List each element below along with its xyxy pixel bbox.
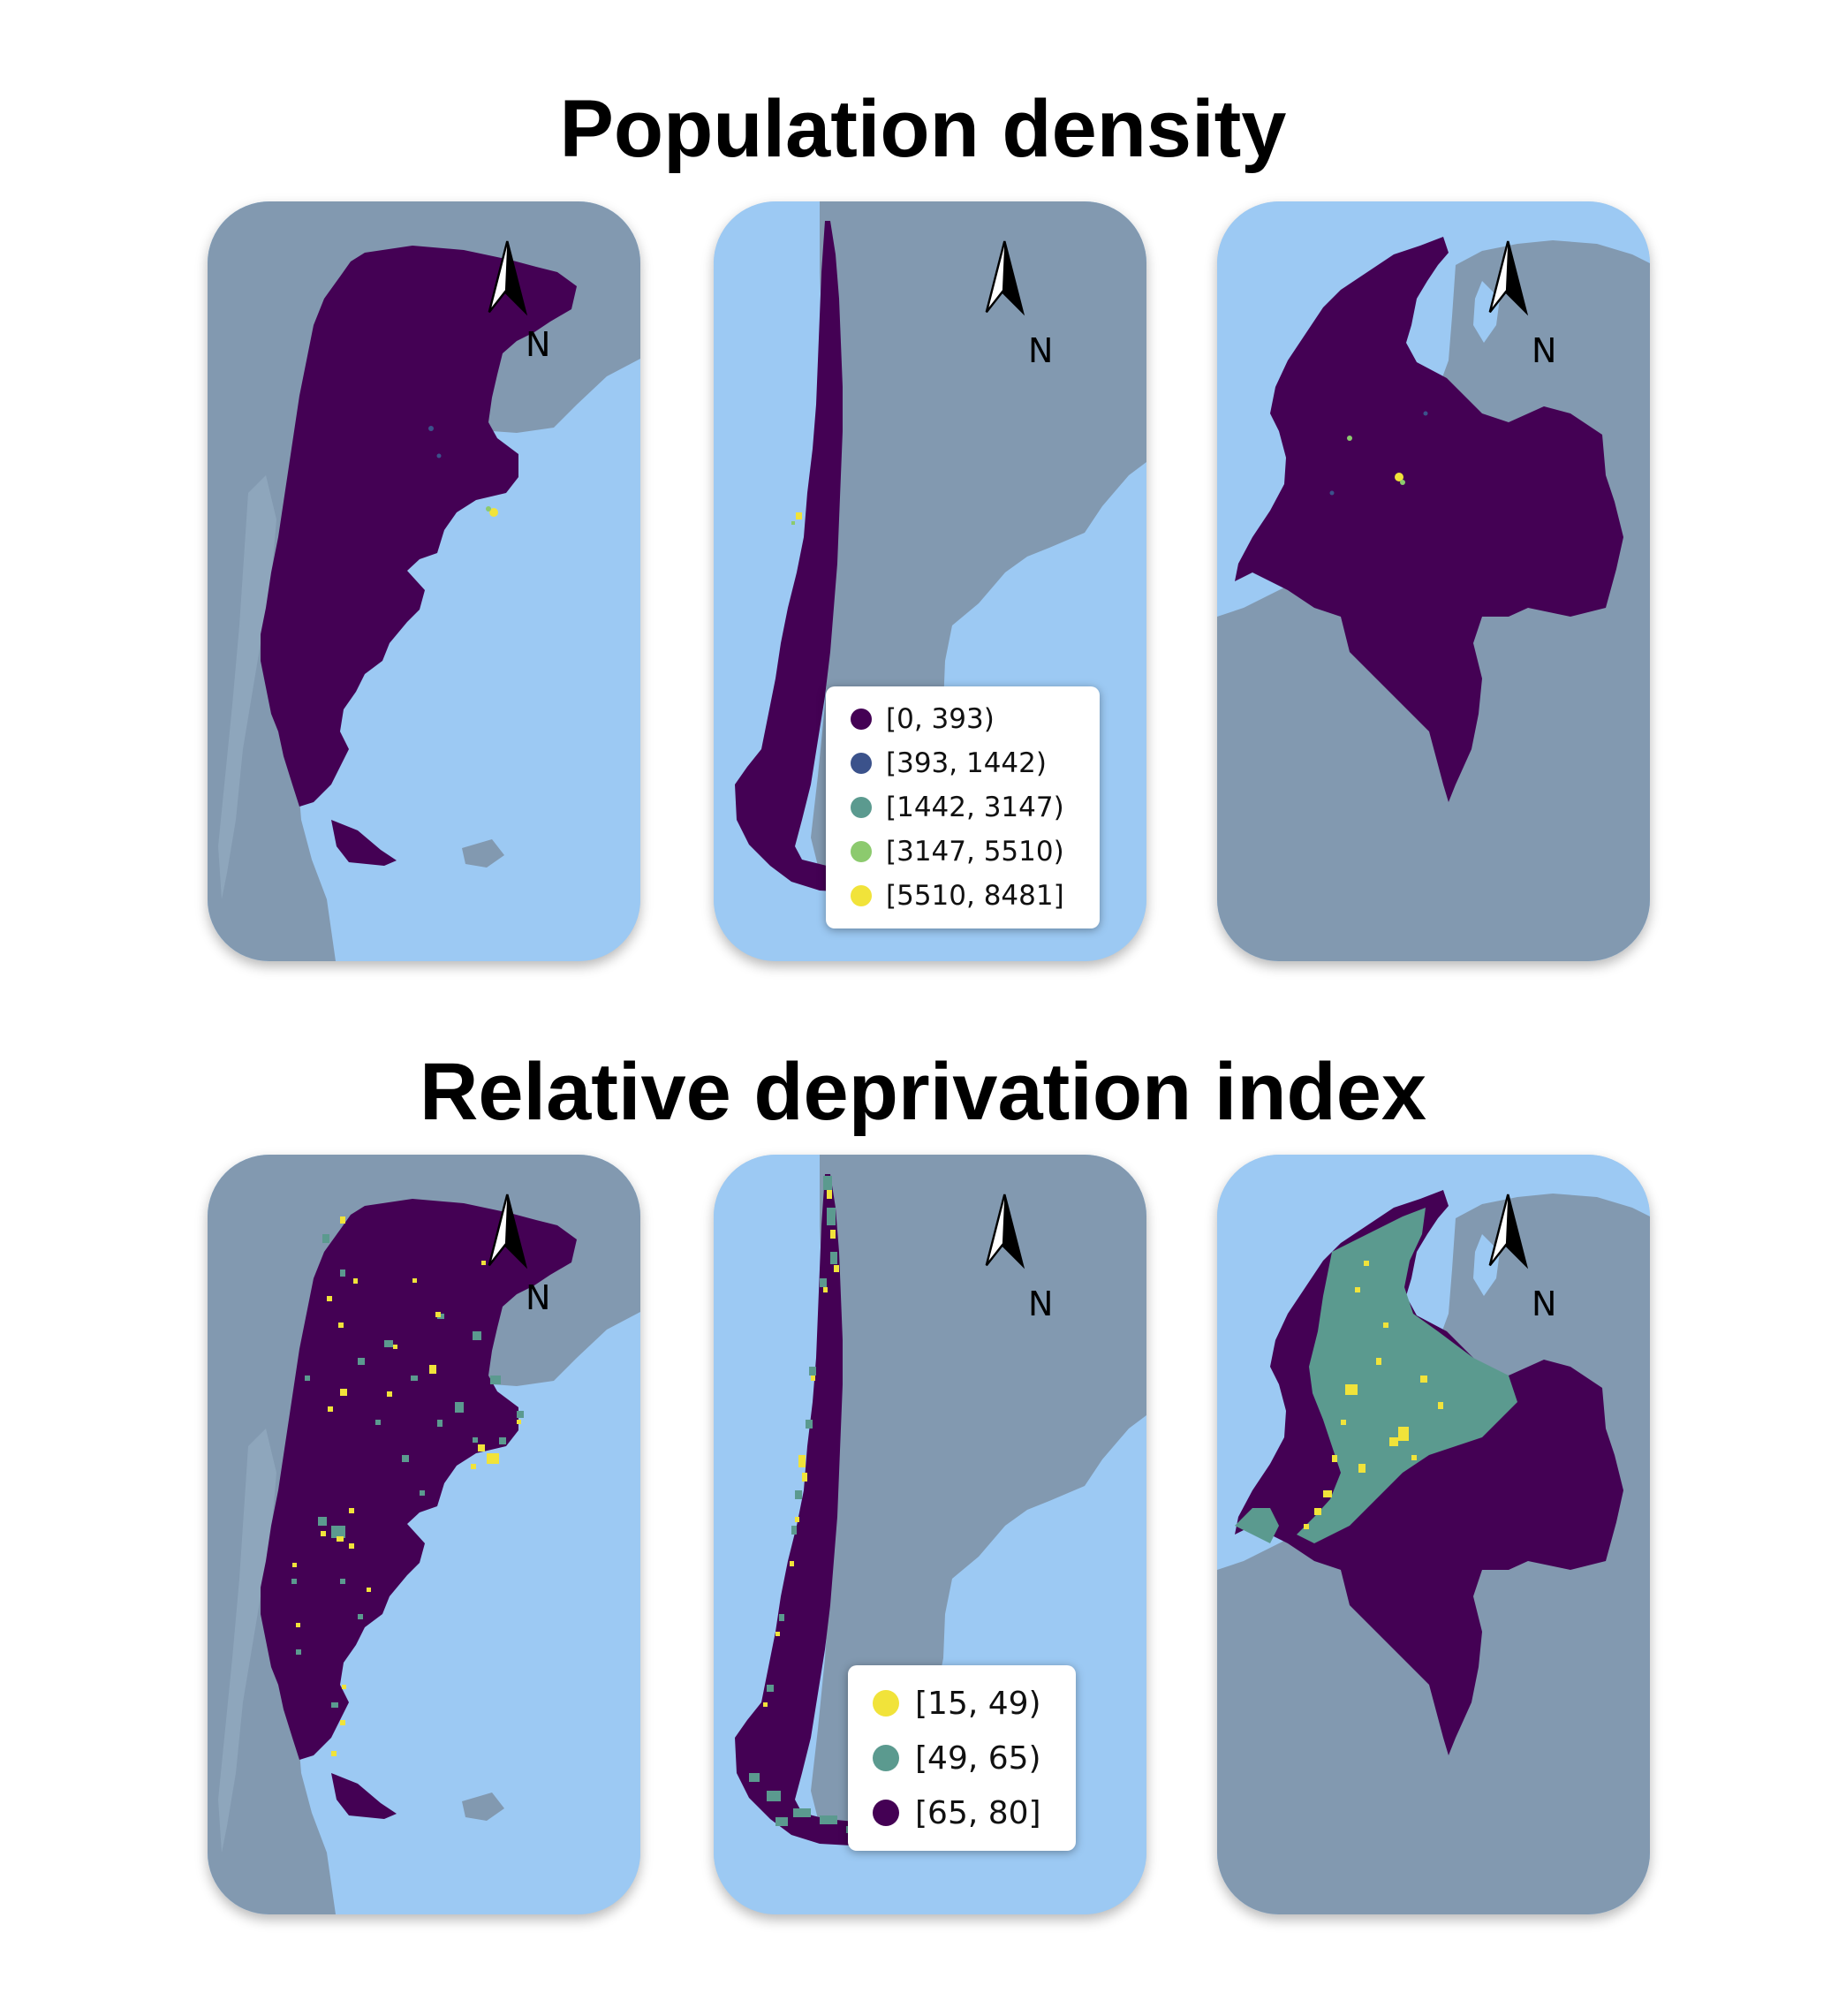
legend-label: [65, 80]: [915, 1794, 1041, 1831]
svg-text:N: N: [1028, 331, 1053, 370]
north-arrow-icon: N: [1488, 1194, 1556, 1323]
legend-label: [0, 393): [886, 703, 995, 735]
svg-text:N: N: [526, 1278, 550, 1317]
legend-marker: [851, 753, 872, 774]
legend-marker: [851, 797, 872, 818]
legend-item: [65, 80]: [848, 1785, 1076, 1840]
deprivation-index-title: Relative deprivation index: [419, 1047, 1427, 1137]
colombia-shape: [1235, 237, 1623, 802]
legend-item: [15, 49): [848, 1676, 1076, 1731]
legend-label: [49, 65): [915, 1739, 1041, 1777]
north-arrow-icon: N: [985, 1194, 1053, 1323]
svg-text:N: N: [1532, 1285, 1556, 1323]
deprivation-mid-region: [1297, 1208, 1517, 1543]
population-density-title: Population density: [559, 84, 1287, 174]
north-arrow-icon: N: [488, 240, 550, 364]
chile-shape: [735, 221, 871, 892]
legend-marker: [873, 1800, 899, 1826]
legend-item: [3147, 5510): [826, 830, 1100, 874]
legend-label: [1442, 3147): [886, 792, 1064, 823]
legend-item: [0, 393): [826, 697, 1100, 741]
legend-item: [393, 1442): [826, 741, 1100, 785]
legend-label: [393, 1442): [886, 747, 1047, 779]
legend-item: [1442, 3147): [826, 785, 1100, 830]
svg-text:N: N: [1532, 331, 1556, 370]
legend-label: [5510, 8481]: [886, 880, 1064, 912]
north-arrow-icon: N: [488, 1194, 550, 1317]
population-density-legend: [0, 393) [393, 1442) [1442, 3147) [3147,…: [826, 686, 1100, 928]
legend-label: [15, 49): [915, 1685, 1041, 1722]
colombia-density-map: N: [1217, 201, 1650, 961]
legend-label: [3147, 5510): [886, 836, 1064, 868]
legend-marker: [873, 1745, 899, 1771]
north-arrow-icon: N: [1488, 240, 1556, 370]
colombia-deprivation-map: N: [1217, 1155, 1650, 1914]
legend-item: [5510, 8481]: [826, 874, 1100, 918]
legend-marker: [873, 1690, 899, 1717]
deprivation-index-legend: [15, 49) [49, 65) [65, 80]: [848, 1665, 1076, 1851]
north-arrow-icon: N: [985, 240, 1053, 370]
argentina-deprivation-map: N: [208, 1155, 640, 1914]
argentina-density-map: N: [208, 201, 640, 961]
svg-text:N: N: [1028, 1285, 1053, 1323]
legend-marker: [851, 709, 872, 730]
legend-item: [49, 65): [848, 1731, 1076, 1785]
svg-text:N: N: [526, 325, 550, 364]
legend-marker: [851, 885, 872, 906]
argentina-shape: [261, 246, 577, 807]
legend-marker: [851, 841, 872, 862]
